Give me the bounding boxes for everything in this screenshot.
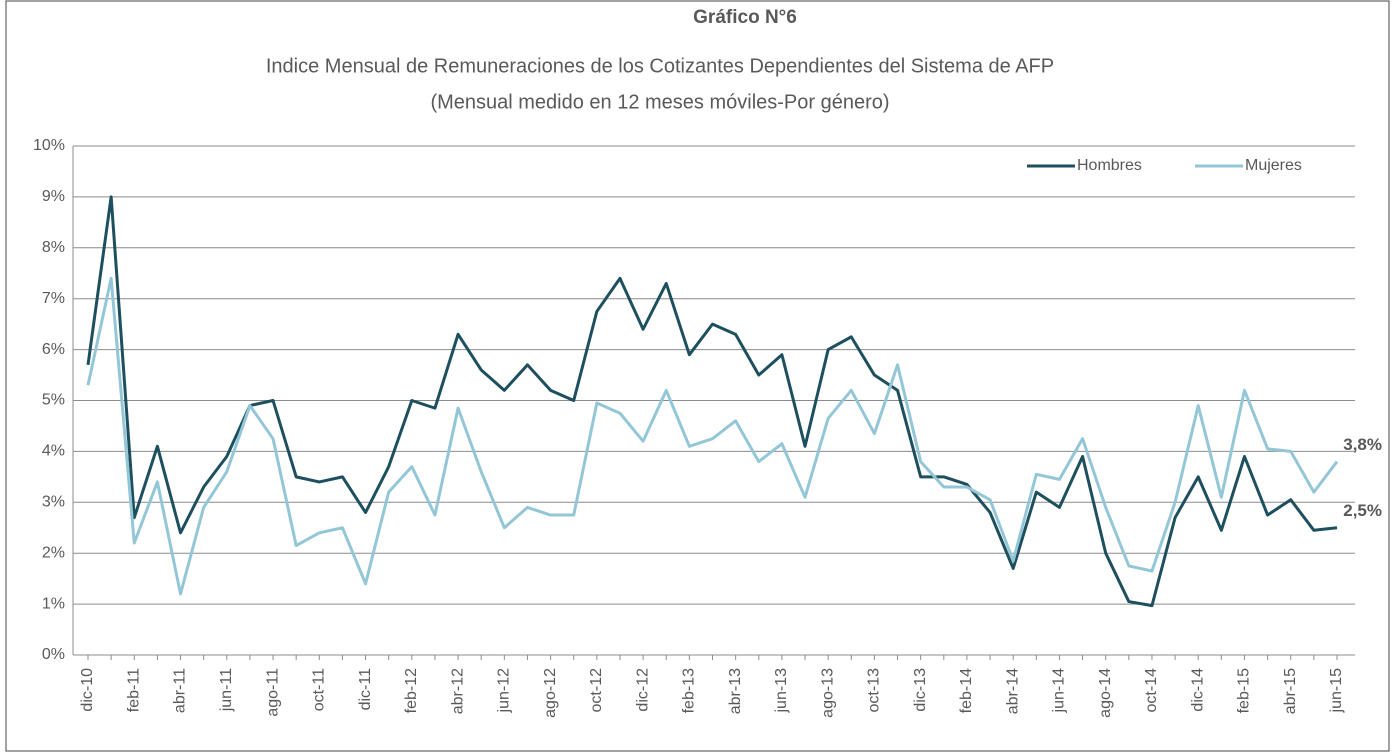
y-tick-label: 3% (42, 494, 65, 511)
x-tick-label: ago-11 (264, 668, 281, 717)
y-tick-label: 1% (42, 595, 65, 612)
x-tick-label: feb-14 (958, 668, 975, 713)
x-tick-label: dic-12 (634, 668, 651, 712)
value-label: 2,5% (1343, 501, 1382, 520)
x-tick-label: dic-10 (79, 668, 96, 712)
x-tick-label: jun-13 (773, 668, 790, 714)
x-tick-label: jun-14 (1051, 668, 1068, 714)
chart-frame (5, 0, 1390, 752)
x-tick-label: dic-13 (912, 668, 929, 712)
legend-label: Hombres (1077, 157, 1142, 174)
x-tick-label: abr-14 (1004, 668, 1021, 714)
x-tick-label: ago-14 (1097, 668, 1114, 718)
x-tick-label: oct-14 (1143, 668, 1160, 713)
chart-subtitle: Indice Mensual de Remuneraciones de los … (266, 55, 1054, 77)
legend-label: Mujeres (1245, 157, 1302, 174)
x-tick-label: jun-15 (1328, 668, 1345, 714)
y-tick-label: 7% (42, 290, 65, 307)
x-tick-label: ago-12 (542, 668, 559, 718)
x-tick-label: feb-15 (1236, 668, 1253, 713)
y-tick-label: 8% (42, 239, 65, 256)
x-tick-label: abr-15 (1282, 668, 1299, 714)
value-label: 3,8% (1343, 435, 1382, 454)
y-tick-label: 4% (42, 443, 65, 460)
x-tick-label: jun-12 (496, 668, 513, 714)
x-tick-label: abr-13 (727, 668, 744, 714)
y-tick-label: 6% (42, 341, 65, 358)
x-tick-label: oct-11 (311, 668, 328, 711)
x-tick-label: ago-13 (819, 668, 836, 718)
x-tick-label: feb-12 (403, 668, 420, 713)
x-tick-label: oct-13 (866, 668, 883, 713)
x-tick-label: dic-11 (357, 668, 374, 710)
chart-title: Gráfico N°6 (693, 7, 797, 28)
x-tick-label: oct-12 (588, 668, 605, 713)
y-tick-label: 5% (42, 392, 65, 409)
x-tick-label: jun-11 (218, 668, 235, 712)
y-tick-label: 9% (42, 188, 65, 205)
y-tick-label: 10% (33, 137, 65, 154)
x-tick-label: dic-14 (1189, 668, 1206, 712)
y-tick-label: 0% (42, 646, 65, 663)
y-tick-label: 2% (42, 544, 65, 561)
x-tick-label: feb-11 (125, 668, 142, 712)
chart-subtitle: (Mensual medido en 12 meses móviles-Por … (430, 91, 889, 113)
series-line (86, 195, 1338, 608)
x-tick-label: feb-13 (681, 668, 698, 713)
series-line (86, 276, 1339, 596)
x-tick-label: abr-12 (449, 668, 466, 714)
x-tick-label: abr-11 (172, 668, 189, 713)
